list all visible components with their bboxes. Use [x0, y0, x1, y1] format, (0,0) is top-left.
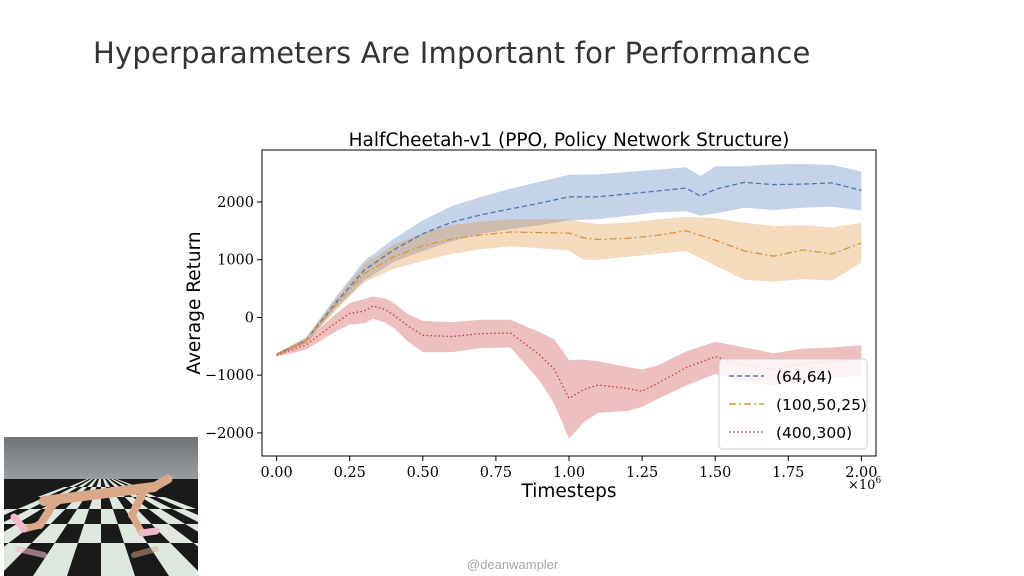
y-axis-label: Average Return	[184, 231, 205, 374]
x-tick-label: 0.75	[480, 465, 512, 481]
x-tick-label: 1.75	[772, 465, 804, 481]
line-series-1	[276, 181, 862, 355]
x-tick-label: 0.25	[334, 465, 366, 481]
confidence-bands	[276, 163, 862, 439]
slide-title: Hyperparameters Are Important for Perfor…	[93, 36, 811, 70]
y-tick-label: −1000	[205, 368, 254, 384]
x-axis-multiplier: ×106	[848, 476, 881, 493]
legend-label: (64,64)	[776, 368, 832, 386]
legend: (64,64) (100,50,25) (400,300)	[718, 358, 868, 450]
y-tick-label: 0	[245, 310, 254, 326]
x-axis-ticks: 0.00 0.25 0.50 0.75 1.00 1.25 1.50 1.75 2.00	[260, 456, 878, 481]
x-tick-label: 1.25	[626, 465, 658, 481]
x-tick-label: 0.50	[407, 465, 439, 481]
x-tick-label: 1.00	[553, 465, 585, 481]
y-tick-label: 2000	[217, 195, 254, 211]
halfcheetah-simulation-image	[4, 437, 198, 576]
line-series-2	[276, 230, 862, 355]
chart: 0.00 0.25 0.50 0.75 1.00 1.25 1.50 1.75 2.00 −20…	[184, 130, 881, 502]
x-tick-label: 1.50	[699, 465, 731, 481]
y-tick-label: 1000	[217, 253, 254, 269]
x-tick-label: 0.00	[260, 465, 292, 481]
band-series-3	[276, 296, 862, 439]
legend-label: (100,50,25)	[776, 396, 867, 414]
line-series-3	[276, 305, 862, 400]
y-axis-ticks: −2000 −1000 0 1000 2000	[205, 195, 262, 442]
x-tick-label: 2.00	[845, 465, 877, 481]
x-axis-label: Timesteps	[521, 481, 617, 502]
legend-label: (400,300)	[776, 424, 852, 442]
series-lines	[276, 181, 862, 400]
chart-title: HalfCheetah-v1 (PPO, Policy Network Stru…	[349, 130, 790, 151]
legend-box	[718, 358, 868, 450]
y-tick-label: −2000	[205, 426, 254, 442]
watermark: @deanwampler	[467, 557, 559, 572]
band-series-2	[276, 217, 862, 356]
band-series-1	[276, 163, 862, 356]
cheetah-robot	[10, 474, 173, 558]
